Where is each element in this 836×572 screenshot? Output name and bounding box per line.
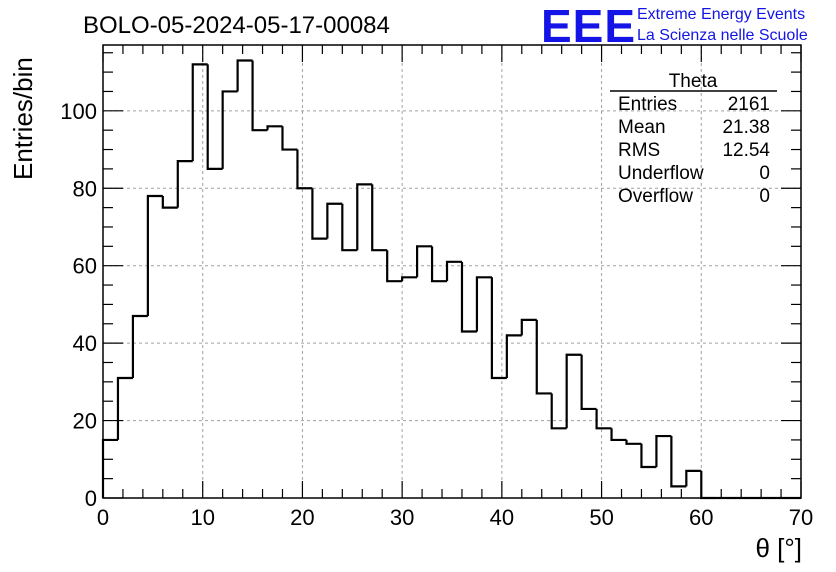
histogram-bin [266, 125, 283, 131]
y-tick-label: 100 [60, 99, 97, 124]
y-tick-label: 60 [73, 254, 97, 279]
stats-row: Entries 2161 [618, 94, 770, 115]
histogram-bin [595, 408, 612, 430]
histogram-bin [416, 245, 433, 278]
histogram-bin [146, 194, 163, 317]
histogram-bin [445, 260, 462, 282]
axis-ticks [102, 45, 802, 499]
histogram-bin [475, 276, 492, 332]
histogram-bin [700, 470, 717, 500]
x-tick-label: 40 [490, 505, 514, 530]
histogram-bin [191, 63, 208, 162]
histogram-bin [296, 149, 313, 190]
histogram-bin [610, 428, 627, 442]
histogram-bin [281, 126, 298, 151]
histogram-bin [550, 393, 567, 430]
histogram-bin [625, 439, 642, 445]
histogram-bin [221, 90, 238, 169]
histogram-bin [161, 196, 178, 209]
histogram-bin [311, 188, 328, 240]
histogram-bin [101, 438, 118, 498]
stats-row-label: Overflow [618, 186, 693, 207]
histogram-bin [640, 443, 657, 469]
histogram-bin [401, 276, 418, 282]
stats-box: Theta Entries 2161 Mean 21.38 RMS 12.54 … [610, 71, 777, 207]
stats-row-label: Underflow [618, 163, 704, 184]
stats-row-label: Entries [618, 94, 677, 115]
histogram-bin [341, 203, 358, 252]
histogram-bin [356, 183, 373, 251]
histogram-bin [430, 246, 448, 283]
y-axis-title: Entries/bin [8, 57, 38, 180]
histogram-bin [685, 469, 702, 487]
logo-mark: EEE [541, 0, 636, 52]
stats-title: Theta [669, 71, 718, 92]
plot-frame [102, 44, 802, 499]
x-tick-label: 70 [789, 505, 813, 530]
chart-title: BOLO-05-2024-05-17-00084 [83, 12, 390, 39]
y-tick-label: 20 [73, 409, 97, 434]
histogram-bin [565, 353, 582, 429]
x-tick-label: 0 [97, 505, 109, 530]
stats-row: Underflow 0 [618, 163, 770, 184]
x-tick-labels: 0 10 20 30 40 50 60 70 [97, 505, 813, 530]
histogram-bin [490, 277, 507, 380]
x-axis-title: θ [°] [755, 533, 802, 563]
x-tick-label: 10 [190, 505, 214, 530]
stats-row: Mean 21.38 [618, 117, 770, 138]
stats-row: RMS 12.54 [618, 140, 770, 161]
histogram-bin [371, 184, 388, 252]
x-tick-label: 30 [390, 505, 414, 530]
histogram-bin [520, 318, 537, 336]
stats-row-value: 2161 [728, 94, 770, 115]
logo-line-2: La Scienza nelle Scuole [637, 27, 808, 44]
histogram-bin [176, 160, 193, 208]
eee-logo: EEE Extreme Energy Events La Scienza nel… [541, 0, 808, 52]
histogram-bin [116, 376, 133, 440]
histogram-bin [535, 319, 552, 395]
histogram-bin [326, 202, 343, 239]
histogram-bin [236, 59, 253, 92]
y-tick-label: 0 [85, 486, 97, 511]
histogram-bin [386, 250, 403, 283]
histogram-bin [251, 60, 268, 132]
histogram-bin [505, 334, 522, 378]
x-tick-label: 60 [689, 505, 713, 530]
stats-row-value: 0 [759, 186, 770, 207]
x-tick-label: 50 [589, 505, 613, 530]
histogram-bin [670, 436, 687, 488]
histogram-bin [131, 314, 148, 378]
y-tick-label: 80 [73, 176, 97, 201]
stats-row-value: 0 [759, 163, 770, 184]
stats-row-label: RMS [618, 140, 660, 161]
histogram-bin [460, 261, 477, 333]
histogram-bin [206, 64, 223, 170]
stats-row: Overflow 0 [618, 186, 770, 207]
y-tick-label: 40 [73, 331, 97, 356]
stats-row-value: 21.38 [722, 117, 770, 138]
histogram-bin [580, 354, 597, 411]
stats-row-value: 12.54 [722, 140, 770, 161]
y-tick-labels: 0 20 40 60 80 100 [60, 99, 97, 511]
histogram-series [101, 59, 801, 500]
grid [103, 45, 801, 498]
stats-row-label: Mean [618, 117, 666, 138]
x-tick-label: 20 [290, 505, 314, 530]
histogram-bin [655, 434, 672, 468]
logo-line-1: Extreme Energy Events [637, 6, 805, 23]
